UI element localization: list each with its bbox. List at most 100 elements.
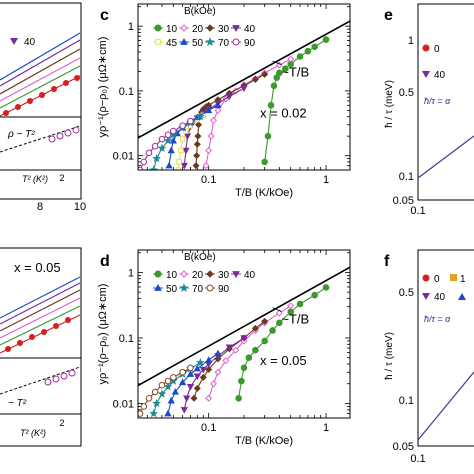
data-point xyxy=(178,147,184,154)
data-point xyxy=(240,364,248,372)
data-point xyxy=(192,162,200,170)
left-top-legend: 40 xyxy=(10,37,36,48)
data-point xyxy=(322,284,330,291)
legend-label: 90 xyxy=(218,284,230,295)
data-point xyxy=(252,346,259,354)
panel-label-e: e xyxy=(384,7,393,24)
data-point xyxy=(205,356,213,363)
y-tick-label: 0.01 xyxy=(113,398,134,410)
data-point xyxy=(187,364,194,372)
panel-f-frame xyxy=(417,249,474,447)
data-point xyxy=(214,349,222,357)
x-tick-label: 1 xyxy=(323,174,329,186)
guide-pointer xyxy=(272,60,282,66)
legend-item-40: 40 xyxy=(231,270,256,281)
legend-item-70: 70 xyxy=(179,283,204,295)
legend-label: 90 xyxy=(244,38,256,49)
data-point xyxy=(193,140,201,148)
legend-marker xyxy=(180,270,188,278)
series-line xyxy=(195,73,265,166)
data-point xyxy=(140,158,148,166)
data-point xyxy=(238,377,245,385)
data-point xyxy=(199,366,207,374)
left-bottom-x-annotation: x = 0.05 xyxy=(14,260,61,275)
data-point xyxy=(151,388,159,396)
legend-item-20: 20 xyxy=(179,24,204,35)
legend-marker xyxy=(206,270,214,278)
legend-marker xyxy=(232,25,240,33)
legend-label: 10 xyxy=(166,24,178,35)
data-point xyxy=(180,407,188,414)
data-point xyxy=(196,358,205,367)
data-point xyxy=(190,394,198,402)
left-top-x-tick-10: 10 xyxy=(74,201,86,213)
legend-marker xyxy=(154,270,162,278)
legend-label: 50 xyxy=(166,284,178,295)
legend-marker xyxy=(154,24,162,32)
legend-marker xyxy=(179,283,189,292)
x-axis-label: T/B (K/kOe) xyxy=(235,187,293,199)
data-point xyxy=(138,410,144,417)
panel-f-formula: ħ/τ = α xyxy=(424,314,451,324)
series-10 xyxy=(235,284,330,402)
left-bottom-inset-tick: 2 xyxy=(59,418,64,428)
left-top-red-points xyxy=(3,75,80,116)
data-point xyxy=(287,55,295,63)
data-point xyxy=(183,133,192,140)
left-top-legend-value: 40 xyxy=(24,37,36,48)
guide-line xyxy=(138,266,350,387)
y-tick-label: 0.01 xyxy=(113,151,134,163)
legend: B(kOe) 10 20 30 40 50 70 90 xyxy=(153,252,256,295)
data-point xyxy=(205,394,213,402)
panel-f-legend-40: 40 xyxy=(434,292,446,303)
legend-label: 30 xyxy=(218,270,230,281)
data-point xyxy=(251,75,259,84)
data-point xyxy=(179,368,186,376)
data-point xyxy=(276,319,283,327)
data-point xyxy=(175,167,181,170)
panel-e-legend-0: 0 xyxy=(434,44,440,55)
legend-item-10: 10 xyxy=(153,270,178,281)
panel-f-legend-0: 0 xyxy=(434,274,440,285)
guide-label: ~T/B xyxy=(281,65,309,80)
data-point xyxy=(145,394,153,402)
data-point xyxy=(296,53,304,60)
panel-label-f: f xyxy=(384,253,390,270)
data-point xyxy=(225,344,233,352)
data-point xyxy=(158,135,166,143)
plot-frame xyxy=(137,249,351,419)
data-point xyxy=(245,354,253,361)
data-point xyxy=(170,127,177,135)
data-point xyxy=(151,142,159,150)
right-strip: e ħ / τ (meV) 1 0.5 0.1 0.05 0.1 0 40 ħ/… xyxy=(384,3,474,465)
triangle-down-marker-icon xyxy=(10,38,18,45)
left-bottom-inset-label: ~ T² xyxy=(8,398,27,409)
x-axis-label: T/B (K/kOe) xyxy=(235,435,293,447)
y-tick-label: 1 xyxy=(128,267,134,279)
data-point xyxy=(164,131,172,139)
data-point xyxy=(182,147,190,155)
data-point xyxy=(163,136,173,145)
data-point xyxy=(205,106,213,114)
plot-area xyxy=(138,36,330,170)
data-point xyxy=(202,162,210,170)
x-annotation: x = 0.02 xyxy=(260,106,307,121)
data-point xyxy=(171,388,179,395)
legend-item-30: 30 xyxy=(205,24,230,35)
data-point xyxy=(311,291,318,299)
data-point xyxy=(158,381,166,389)
data-point xyxy=(261,337,268,345)
panel-f-xtick-0.1: 0.1 xyxy=(410,453,425,465)
y-axis-label: yρ⁻¹(ρ−ρ₀) (μΩ∗cm) xyxy=(97,37,109,138)
data-point xyxy=(304,47,312,55)
triangle-down-marker-icon xyxy=(422,293,430,300)
left-strip: 40 ρ ~ T² 2 T² (K²) 8 10 x = 0.05 xyxy=(0,2,86,447)
legend-marker xyxy=(206,284,214,292)
data-point xyxy=(149,409,159,418)
data-point xyxy=(179,136,186,142)
data-point xyxy=(169,136,177,144)
data-point xyxy=(273,74,281,81)
data-point xyxy=(235,394,242,402)
panel-e-legend-marker-0 xyxy=(422,44,430,52)
data-point xyxy=(240,335,248,342)
